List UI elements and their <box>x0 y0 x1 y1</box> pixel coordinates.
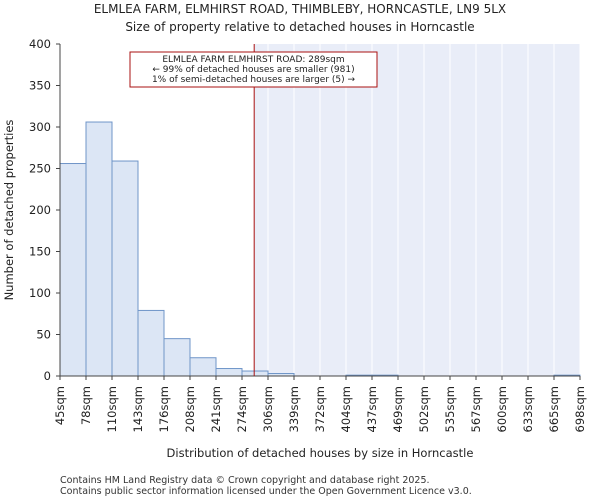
x-tick-label: 437sqm <box>365 386 379 432</box>
y-tick-label: 400 <box>29 37 51 51</box>
y-tick-label: 200 <box>29 203 51 217</box>
bar-274sqm <box>241 370 269 377</box>
larger-than-property-region <box>254 44 580 376</box>
x-tick-label: 208sqm <box>183 386 197 432</box>
bar-241sqm <box>215 368 243 377</box>
bar-45sqm <box>59 163 87 377</box>
y-axis-label: Number of detached properties <box>2 120 16 301</box>
bar-110sqm <box>111 160 139 377</box>
annotation-line-3: 1% of semi-detached houses are larger (5… <box>152 75 356 85</box>
x-tick-label: 665sqm <box>547 386 561 432</box>
x-tick-label: 600sqm <box>495 386 509 432</box>
footer-line-2: Contains public sector information licen… <box>60 486 472 497</box>
y-tick-label: 100 <box>29 286 51 300</box>
annotation-box <box>129 51 378 88</box>
x-tick-label: 535sqm <box>443 386 457 432</box>
x-tick-label: 567sqm <box>469 386 483 432</box>
annotation-line-1: ELMLEA FARM ELMHIRST ROAD: 289sqm <box>162 55 344 65</box>
x-tick-label: 633sqm <box>521 386 535 432</box>
y-tick-label: 350 <box>29 79 51 93</box>
x-tick-label: 698sqm <box>573 386 587 432</box>
x-tick-label: 502sqm <box>417 386 431 432</box>
chart-subtitle: Size of property relative to detached ho… <box>125 20 474 34</box>
y-tick-label: 50 <box>36 328 51 342</box>
chart-title: ELMLEA FARM, ELMHIRST ROAD, THIMBLEBY, H… <box>94 2 506 16</box>
shaded-region-group <box>254 44 581 376</box>
annotation-line-2: ← 99% of detached houses are smaller (98… <box>152 65 354 75</box>
y-tick-label: 0 <box>44 369 51 383</box>
bar-143sqm <box>137 309 165 377</box>
x-tick-label: 339sqm <box>287 386 301 432</box>
y-tick-label: 250 <box>29 162 51 176</box>
y-ticks-group: 0 50 100 150 200 250 300 350 400 <box>29 37 60 383</box>
x-axis-label: Distribution of detached houses by size … <box>167 446 474 460</box>
marker-group: ELMLEA FARM ELMHIRST ROAD: 289sqm← 99% o… <box>129 44 378 376</box>
x-tick-label: 143sqm <box>131 386 145 432</box>
x-tick-label: 469sqm <box>391 386 405 432</box>
x-tick-label: 372sqm <box>313 386 327 432</box>
x-ticks-group: 45sqm 78sqm 110sqm 143sqm 176sqm 208sqm 241sqm… <box>53 376 587 432</box>
x-tick-label: 404sqm <box>339 386 353 432</box>
x-tick-label: 110sqm <box>105 386 119 432</box>
x-tick-label: 241sqm <box>209 386 223 432</box>
footer-line-1: Contains HM Land Registry data © Crown c… <box>60 475 430 486</box>
bar-208sqm <box>189 357 217 377</box>
bar-78sqm <box>85 121 113 377</box>
y-tick-label: 300 <box>29 120 51 134</box>
x-tick-label: 274sqm <box>235 386 249 432</box>
x-tick-label: 176sqm <box>157 386 171 432</box>
bar-176sqm <box>163 338 191 377</box>
y-tick-label: 150 <box>29 245 51 259</box>
x-tick-label: 45sqm <box>53 386 67 425</box>
x-tick-label: 306sqm <box>261 386 275 432</box>
bars-group <box>59 121 581 377</box>
x-tick-label: 78sqm <box>79 386 93 425</box>
